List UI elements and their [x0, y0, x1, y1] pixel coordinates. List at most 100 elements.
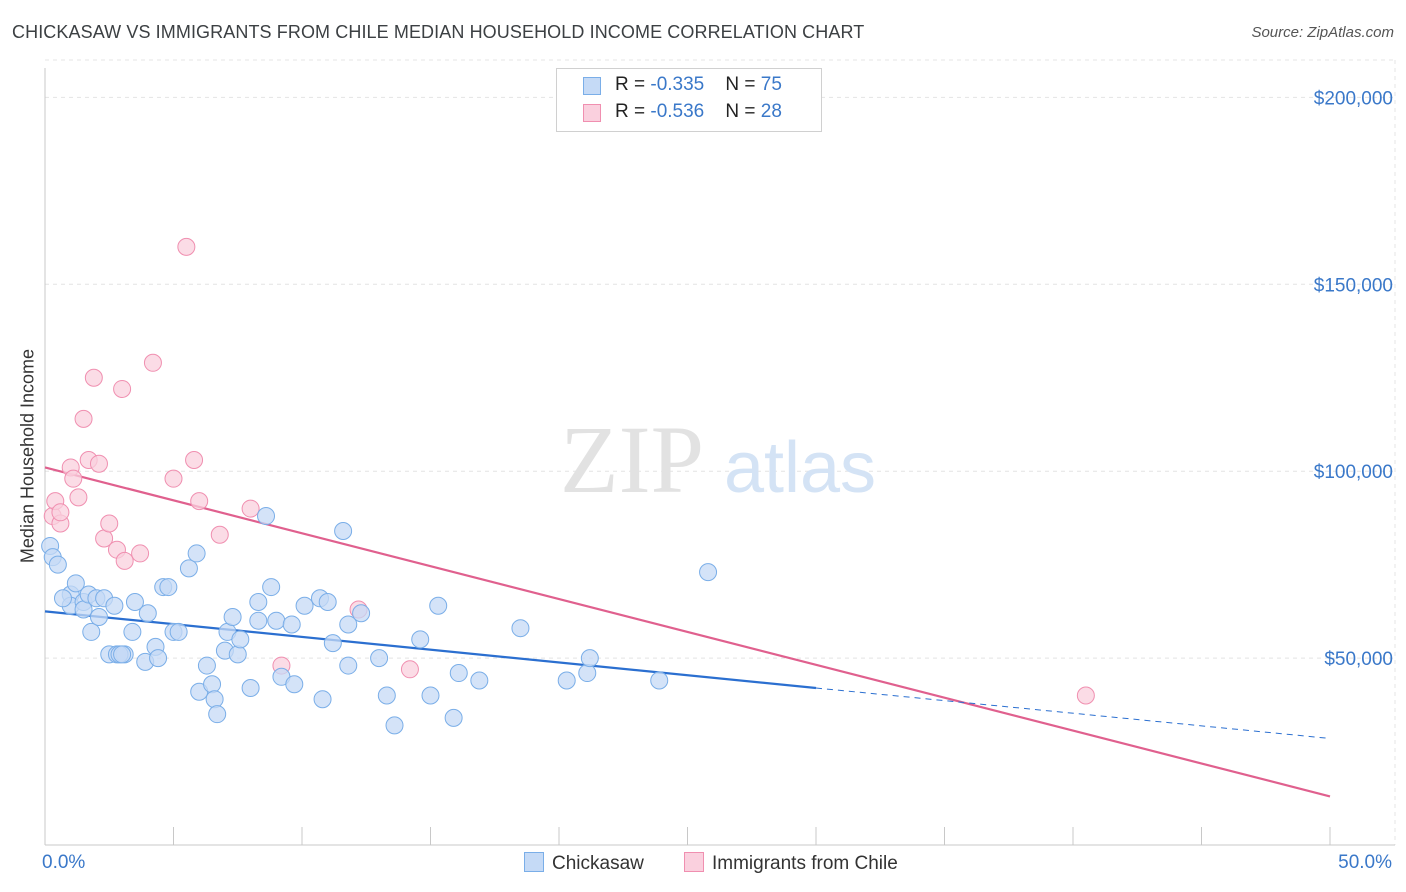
y-tick-label: $50,000: [1324, 649, 1393, 670]
trend-line-chile: [44, 466, 1331, 798]
point-chickasaw: [470, 671, 489, 690]
point-chickasaw: [197, 656, 216, 675]
point-chile: [64, 469, 83, 488]
point-chickasaw: [323, 634, 342, 653]
source-credit: Source: ZipAtlas.com: [1251, 24, 1394, 41]
point-chickasaw: [223, 607, 242, 626]
point-chile: [210, 525, 229, 544]
point-chile: [89, 454, 108, 473]
point-chickasaw: [385, 716, 404, 735]
point-chickasaw: [203, 675, 222, 694]
point-chickasaw: [285, 675, 304, 694]
legend-swatch-chickasaw: [583, 77, 601, 95]
bottom-legend-chile: Immigrants from Chile: [684, 852, 898, 875]
point-chickasaw: [578, 664, 597, 683]
x-tick-label-min: 0.0%: [42, 852, 86, 873]
point-chickasaw: [262, 578, 281, 597]
legend-swatch-chile: [583, 104, 601, 122]
legend-r-value-chile: -0.536: [650, 101, 705, 122]
trend-line-chickasaw-extension: [815, 687, 1331, 739]
point-chickasaw: [159, 578, 178, 597]
point-chickasaw: [138, 604, 157, 623]
point-chickasaw: [125, 593, 144, 612]
point-chickasaw: [257, 507, 276, 526]
y-tick-label: $200,000: [1314, 88, 1393, 109]
point-chile: [131, 544, 150, 563]
point-chile: [241, 499, 260, 518]
legend-n-value-chile: 28: [760, 101, 782, 122]
point-chickasaw: [187, 544, 206, 563]
point-chickasaw: [352, 604, 371, 623]
axes: [44, 68, 1395, 846]
point-chickasaw: [105, 596, 124, 615]
point-chickasaw: [208, 705, 227, 724]
point-chile: [69, 488, 88, 507]
point-chickasaw: [295, 596, 314, 615]
point-chickasaw: [282, 615, 301, 634]
point-chickasaw: [650, 671, 669, 690]
point-chickasaw: [557, 671, 576, 690]
grid-lines: [45, 59, 1396, 845]
legend-n-value-chickasaw: 75: [760, 74, 782, 95]
point-chickasaw: [231, 630, 250, 649]
bottom-legend-swatch-chickasaw: [524, 852, 544, 872]
point-chile: [51, 503, 70, 522]
stats-legend: R = -0.335 N = 75 R = -0.536 N = 28: [556, 68, 822, 132]
bottom-legend-chickasaw: Chickasaw: [524, 852, 644, 875]
data-points: [41, 237, 1095, 735]
point-chickasaw: [444, 708, 463, 727]
point-chickasaw: [123, 622, 142, 641]
point-chickasaw: [699, 563, 718, 582]
bottom-legend-label-chile: Immigrants from Chile: [712, 853, 898, 874]
point-chickasaw: [241, 679, 260, 697]
point-chickasaw: [449, 664, 468, 683]
point-chickasaw: [377, 686, 396, 705]
point-chickasaw: [205, 690, 224, 709]
point-chickasaw: [113, 645, 132, 664]
legend-r-label: R =: [615, 101, 651, 122]
point-chile: [1076, 686, 1095, 705]
point-chile: [190, 492, 209, 511]
bottom-legend-label-chickasaw: Chickasaw: [552, 853, 644, 874]
point-chickasaw: [334, 522, 353, 540]
point-chickasaw: [421, 686, 440, 705]
point-chickasaw: [411, 630, 430, 649]
point-chickasaw: [179, 559, 198, 578]
bottom-legend-swatch-chile: [684, 852, 704, 872]
x-tick-label-max: 50.0%: [1338, 852, 1392, 873]
point-chickasaw: [89, 607, 108, 626]
point-chickasaw: [228, 645, 247, 664]
point-chile: [115, 551, 134, 570]
point-chile: [84, 368, 103, 387]
point-chickasaw: [82, 622, 101, 641]
point-chickasaw: [66, 574, 85, 593]
point-chickasaw: [313, 690, 332, 709]
legend-r-value-chickasaw: -0.335: [650, 74, 705, 95]
point-chickasaw: [169, 622, 188, 641]
point-chile: [177, 237, 196, 256]
chart-title: CHICKASAW VS IMMIGRANTS FROM CHILE MEDIA…: [12, 22, 865, 42]
point-chile: [164, 469, 183, 488]
point-chile: [143, 353, 162, 372]
point-chickasaw: [511, 619, 530, 638]
watermark: ZIP atlas: [560, 406, 876, 513]
point-chickasaw: [53, 589, 72, 608]
point-chile: [185, 450, 204, 469]
point-chile: [113, 379, 132, 398]
point-chile: [100, 514, 119, 533]
y-tick-labels: $50,000 $100,000 $150,000 $200,000: [1314, 88, 1393, 670]
y-tick-label: $100,000: [1314, 462, 1393, 483]
point-chickasaw: [429, 596, 448, 615]
point-chickasaw: [318, 593, 337, 612]
point-chickasaw: [339, 615, 358, 634]
y-tick-label: $150,000: [1314, 275, 1393, 296]
watermark-zip: ZIP: [560, 406, 704, 513]
point-chile: [74, 409, 93, 428]
point-chickasaw: [580, 649, 599, 668]
watermark-atlas: atlas: [724, 428, 876, 508]
point-chickasaw: [48, 555, 67, 574]
y-axis-label: Median Household Income: [17, 348, 38, 564]
point-chickasaw: [249, 593, 268, 612]
legend-n-label: N =: [725, 101, 761, 122]
